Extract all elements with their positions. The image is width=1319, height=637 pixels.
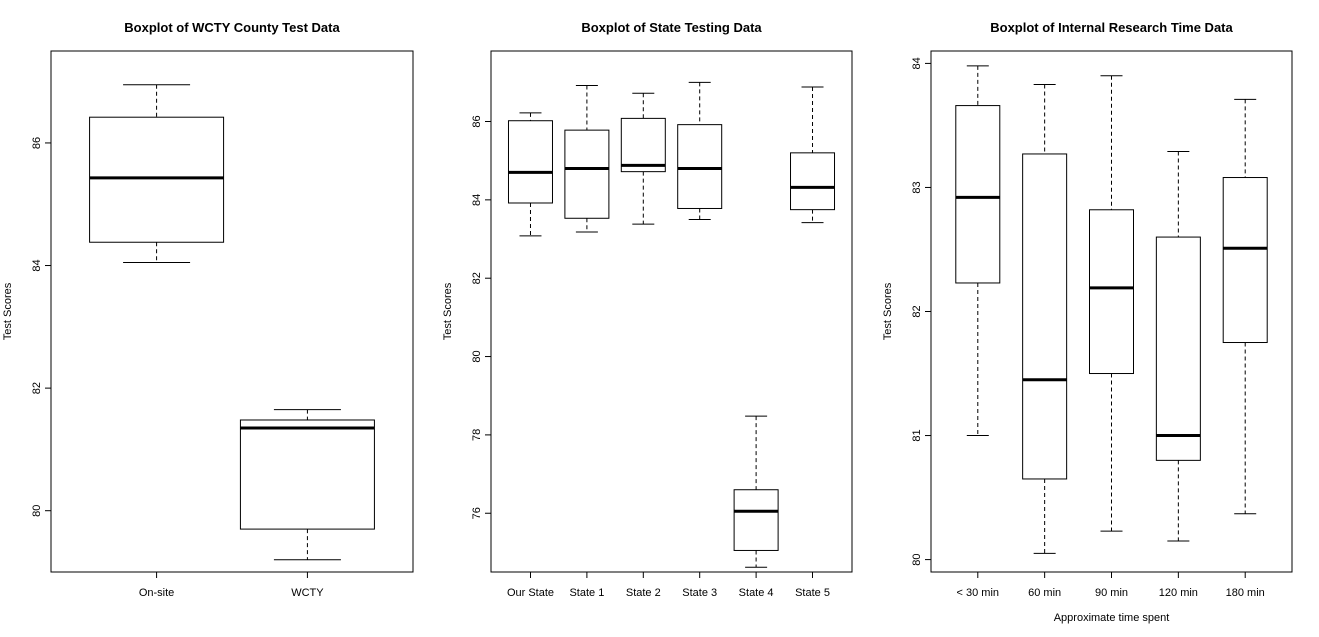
iqr-box (955, 105, 1001, 284)
y-tick-label: 84 (911, 57, 923, 69)
x-tick-label: State 5 (795, 587, 830, 599)
box-5 (1222, 98, 1268, 515)
y-tick-label: 86 (471, 115, 483, 127)
chart-panel-2: Boxplot of State Testing Data 76 78 80 82 84 8… (442, 20, 853, 599)
iqr-box (507, 120, 553, 204)
y-tick-label: 76 (471, 507, 483, 519)
y-tick-label: 84 (31, 259, 43, 271)
chart-panel-3: Boxplot of Internal Research Time Data 80… (882, 20, 1293, 624)
y-axis-label: Test Scores (882, 282, 894, 340)
box-4 (1155, 150, 1201, 542)
iqr-box (89, 116, 225, 243)
iqr-box (790, 152, 836, 211)
y-tick-label: 80 (471, 350, 483, 362)
box-1 (955, 65, 1001, 437)
y-tick-label: 78 (471, 429, 483, 441)
y-tick-label: 83 (911, 181, 923, 193)
iqr-box (564, 129, 610, 219)
iqr-box (239, 419, 375, 530)
x-tick-label: State 3 (682, 587, 717, 599)
plot-frame (50, 50, 414, 573)
iqr-box (677, 124, 723, 209)
box-2 (564, 84, 610, 233)
y-tick-label: 82 (31, 382, 43, 394)
plot-frame (490, 50, 853, 573)
y-tick-label: 80 (911, 553, 923, 565)
chart-panel-1: Boxplot of WCTY County Test Data 80 82 84 86… (2, 20, 414, 599)
box-1 (89, 84, 225, 263)
box-2 (1022, 83, 1068, 554)
y-tick-label: 80 (31, 505, 43, 517)
box-6 (790, 86, 836, 224)
box-2 (239, 409, 375, 561)
y-axis-label: Test Scores (2, 282, 14, 340)
chart-title: Boxplot of WCTY County Test Data (124, 20, 340, 35)
x-tick-label: 180 min (1226, 587, 1265, 599)
x-tick-label: 60 min (1028, 587, 1061, 599)
y-tick-label: 82 (911, 305, 923, 317)
chart-title: Boxplot of State Testing Data (581, 20, 762, 35)
chart-title: Boxplot of Internal Research Time Data (990, 20, 1233, 35)
y-axis-label: Test Scores (442, 282, 454, 340)
x-axis-label: Approximate time spent (1054, 612, 1170, 624)
iqr-box (1022, 153, 1068, 480)
box-5 (733, 415, 779, 568)
x-tick-label: WCTY (291, 587, 324, 599)
box-3 (1089, 75, 1134, 532)
x-tick-label: 90 min (1095, 587, 1128, 599)
x-tick-label: 120 min (1159, 587, 1198, 599)
x-tick-label: State 2 (626, 587, 661, 599)
iqr-box (1155, 236, 1201, 461)
iqr-box (1089, 209, 1134, 375)
y-tick-label: 86 (31, 137, 43, 149)
iqr-box (733, 489, 779, 551)
iqr-box (620, 117, 666, 173)
x-tick-label: < 30 min (957, 587, 1000, 599)
x-tick-label: On-site (139, 587, 174, 599)
x-tick-label: Our State (507, 587, 554, 599)
iqr-box (1222, 177, 1268, 344)
box-3 (620, 92, 666, 225)
y-tick-label: 84 (471, 194, 483, 206)
y-tick-label: 82 (471, 272, 483, 284)
y-tick-label: 81 (911, 429, 923, 441)
x-tick-label: State 1 (569, 587, 604, 599)
box-4 (677, 81, 723, 220)
box-1 (507, 112, 553, 237)
x-tick-label: State 4 (739, 587, 774, 599)
